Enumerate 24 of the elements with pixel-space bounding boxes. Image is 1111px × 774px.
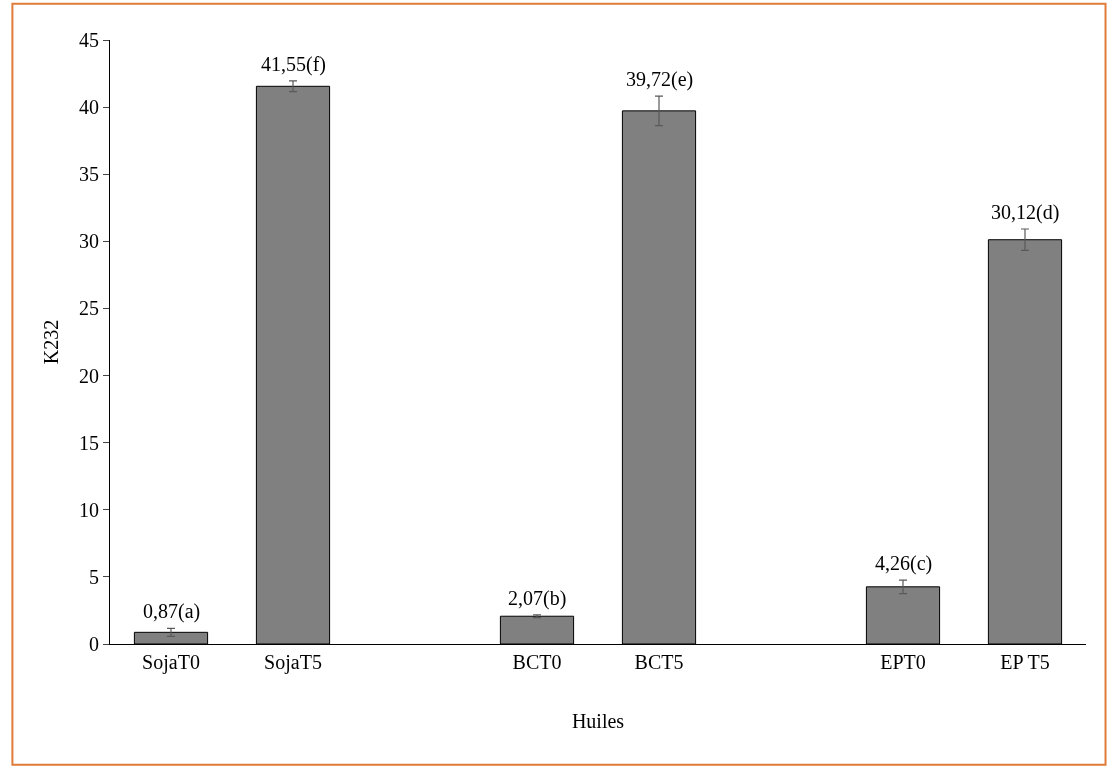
y-tick-label: 45 xyxy=(79,29,99,51)
y-axis-title: K232 xyxy=(39,319,62,365)
data-label: 4,26(c) xyxy=(875,552,933,575)
x-tick-label: EP T5 xyxy=(1000,651,1050,673)
y-tick-label: 30 xyxy=(79,230,99,253)
x-tick-label: EPT0 xyxy=(880,651,926,673)
x-tick-label: BCT5 xyxy=(634,651,684,673)
y-tick-label: 25 xyxy=(79,297,99,320)
data-label: 0,87(a) xyxy=(143,600,201,623)
data-label: 39,72(e) xyxy=(626,68,694,91)
y-tick-label: 10 xyxy=(79,498,99,521)
y-tick-label: 20 xyxy=(79,364,99,387)
data-label: 41,55(f) xyxy=(261,53,326,76)
x-axis-title: Huiles xyxy=(571,709,625,732)
data-label: 2,07(b) xyxy=(508,587,567,610)
y-tick-label: 40 xyxy=(79,96,99,119)
y-tick-label: 5 xyxy=(89,565,99,588)
y-tick-label: 35 xyxy=(79,163,99,186)
y-tick-label: 15 xyxy=(79,431,99,454)
data-label: 30,12(d) xyxy=(991,201,1060,224)
x-tick-label: BCT0 xyxy=(512,651,562,673)
y-tick-label: 0 xyxy=(89,633,99,655)
x-tick-label: SojaT0 xyxy=(142,651,200,674)
x-tick-label: SojaT5 xyxy=(264,651,322,674)
